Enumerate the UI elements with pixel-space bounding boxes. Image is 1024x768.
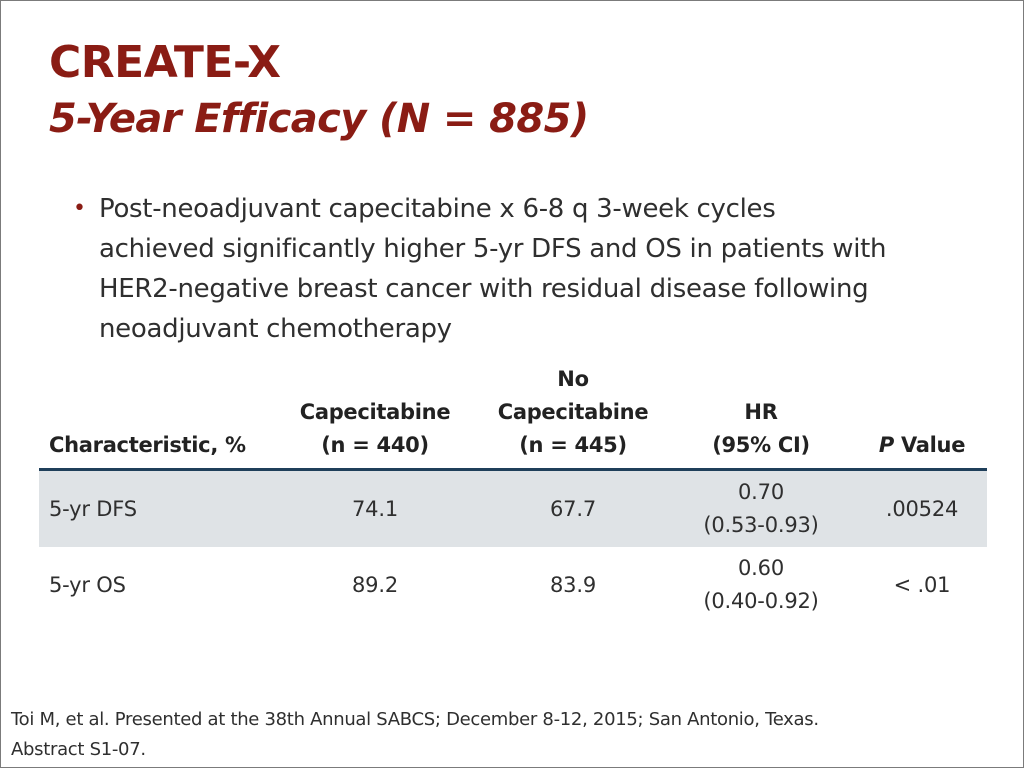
header-no-capecitabine: No Capecitabine (n = 445): [481, 363, 665, 471]
footnote: Toi M, et al. Presented at the 38th Annu…: [11, 705, 1011, 765]
cell-hr: 0.60 (0.40-0.92): [703, 556, 819, 613]
cell-hr: 0.70 (0.53-0.93): [665, 469, 857, 547]
bullet-dot-icon: •: [73, 196, 86, 221]
table-row: 5-yr DFS 74.1 67.7 0.70 (0.53-0.93) .005…: [39, 469, 987, 547]
header-p-value: P Value: [857, 363, 987, 471]
cell-capecitabine: 89.2: [352, 572, 398, 597]
cell-characteristic: 5-yr DFS: [39, 469, 269, 547]
slide-subtitle: 5-Year Efficacy (N = 885): [49, 96, 589, 142]
table-header-row: Characteristic, % Capecitabine (n = 440)…: [39, 363, 987, 471]
bullet-line: achieved significantly higher 5-yr DFS a…: [99, 234, 887, 264]
bullet-item: • Post-neoadjuvant capecitabine x 6-8 q …: [73, 189, 973, 349]
bullet-line: neoadjuvant chemotherapy: [99, 314, 452, 344]
cell-capecitabine: 74.1: [269, 469, 481, 547]
footnote-line: Toi M, et al. Presented at the 38th Annu…: [11, 709, 819, 730]
bullet-list: • Post-neoadjuvant capecitabine x 6-8 q …: [73, 189, 973, 349]
footnote-line: Abstract S1-07.: [11, 739, 146, 760]
cell-p-value: < .01: [893, 572, 951, 597]
cell-p-value: .00524: [857, 469, 987, 547]
cell-no-capecitabine: 83.9: [550, 572, 596, 597]
bullet-line: HER2-negative breast cancer with residua…: [99, 274, 869, 304]
header-characteristic: Characteristic, %: [39, 363, 269, 471]
efficacy-table: Characteristic, % Capecitabine (n = 440)…: [39, 363, 987, 623]
bullet-line: Post-neoadjuvant capecitabine x 6-8 q 3-…: [99, 194, 776, 224]
header-capecitabine: Capecitabine (n = 440): [269, 363, 481, 471]
efficacy-table-container: Characteristic, % Capecitabine (n = 440)…: [39, 363, 987, 623]
table-row: 5-yr OS 89.2 83.9 0.60 (0.40-0.92) < .01: [39, 547, 987, 623]
slide-title: CREATE-X: [49, 37, 281, 88]
cell-characteristic: 5-yr OS: [49, 572, 126, 597]
cell-no-capecitabine: 67.7: [481, 469, 665, 547]
header-hr: HR (95% CI): [665, 363, 857, 471]
